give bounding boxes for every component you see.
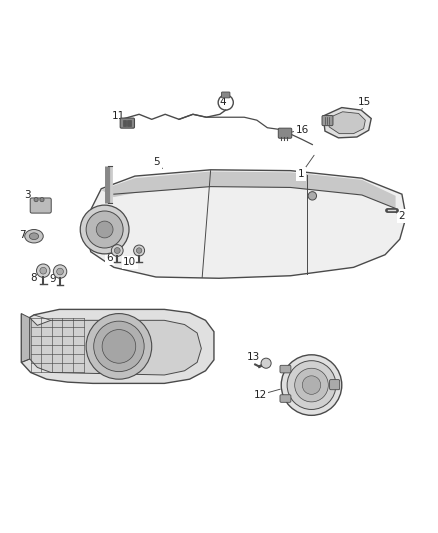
Text: 9: 9 [49, 274, 56, 284]
Text: 12: 12 [254, 390, 267, 400]
Ellipse shape [25, 230, 43, 243]
Circle shape [86, 313, 152, 379]
FancyBboxPatch shape [280, 395, 291, 402]
Circle shape [136, 248, 142, 253]
Polygon shape [30, 318, 201, 375]
Circle shape [34, 198, 38, 202]
Circle shape [134, 245, 145, 256]
FancyBboxPatch shape [322, 116, 333, 126]
FancyBboxPatch shape [280, 365, 291, 373]
Text: 5: 5 [153, 157, 160, 167]
FancyBboxPatch shape [127, 120, 131, 126]
Circle shape [308, 192, 317, 200]
Text: 8: 8 [31, 273, 37, 283]
Circle shape [96, 221, 113, 238]
Text: 10: 10 [123, 257, 136, 267]
Text: 3: 3 [25, 190, 31, 200]
Circle shape [80, 205, 129, 254]
Text: 14: 14 [140, 338, 153, 348]
Circle shape [94, 321, 144, 372]
Polygon shape [21, 309, 214, 383]
Polygon shape [101, 172, 396, 208]
Polygon shape [323, 108, 371, 138]
Circle shape [40, 198, 44, 202]
Text: 4: 4 [220, 96, 226, 107]
Text: 1: 1 [298, 169, 304, 179]
Ellipse shape [29, 233, 39, 240]
Circle shape [281, 355, 342, 415]
FancyBboxPatch shape [120, 118, 134, 128]
Circle shape [295, 368, 328, 402]
Circle shape [102, 329, 136, 363]
Polygon shape [329, 112, 365, 134]
Circle shape [302, 376, 321, 394]
Text: 13: 13 [247, 352, 260, 362]
Circle shape [57, 268, 64, 275]
Circle shape [40, 268, 46, 274]
Text: 15: 15 [357, 96, 371, 107]
Text: 2: 2 [399, 211, 405, 221]
Circle shape [36, 264, 50, 278]
FancyBboxPatch shape [222, 92, 230, 98]
Circle shape [287, 361, 336, 409]
Text: 7: 7 [19, 230, 25, 240]
Text: 16: 16 [296, 125, 309, 135]
FancyBboxPatch shape [30, 198, 51, 213]
Circle shape [261, 358, 271, 368]
Circle shape [53, 265, 67, 278]
Polygon shape [87, 170, 406, 278]
Text: 6: 6 [106, 253, 113, 263]
FancyBboxPatch shape [278, 128, 292, 138]
Circle shape [114, 247, 120, 254]
Circle shape [111, 245, 123, 256]
Polygon shape [21, 313, 30, 362]
Text: 11: 11 [112, 111, 126, 121]
FancyBboxPatch shape [123, 120, 127, 126]
FancyBboxPatch shape [329, 379, 340, 390]
Circle shape [86, 211, 123, 248]
